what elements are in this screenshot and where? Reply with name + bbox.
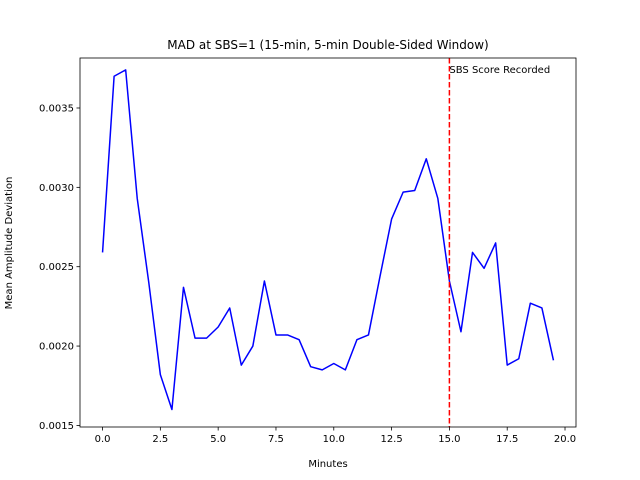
y-tick-label: 0.0035 <box>39 103 74 114</box>
y-tick-label: 0.0015 <box>39 421 74 432</box>
x-tick-label: 20.0 <box>554 434 576 445</box>
x-tick-label: 17.5 <box>496 434 518 445</box>
plot-area: SBS Score Recorded <box>79 57 577 428</box>
series-line-0 <box>101 69 555 411</box>
x-tick-label: 12.5 <box>380 434 402 445</box>
y-tick-label: 0.0020 <box>39 342 74 353</box>
y-axis: 0.0015 0.0020 0.0025 0.0030 0.0035 <box>39 103 80 432</box>
x-axis: 0.0 2.5 5.0 7.5 10.0 12.5 15.0 17.5 20.0 <box>95 427 576 445</box>
x-tick-label: 7.5 <box>268 434 284 445</box>
reference-line-label: SBS Score Recorded <box>449 65 550 76</box>
x-tick-label: 2.5 <box>152 434 168 445</box>
y-axis-label: Mean Amplitude Deviation <box>4 177 15 310</box>
x-tick-label: 0.0 <box>95 434 111 445</box>
x-tick-label: 5.0 <box>210 434 226 445</box>
y-tick-label: 0.0030 <box>39 183 74 194</box>
x-tick-label: 10.0 <box>323 434 345 445</box>
chart-title: MAD at SBS=1 (15-min, 5-min Double-Sided… <box>167 38 488 52</box>
y-tick-label: 0.0025 <box>39 262 74 273</box>
x-tick-label: 15.0 <box>438 434 460 445</box>
x-axis-label: Minutes <box>308 459 347 470</box>
plot-frame <box>79 57 577 428</box>
